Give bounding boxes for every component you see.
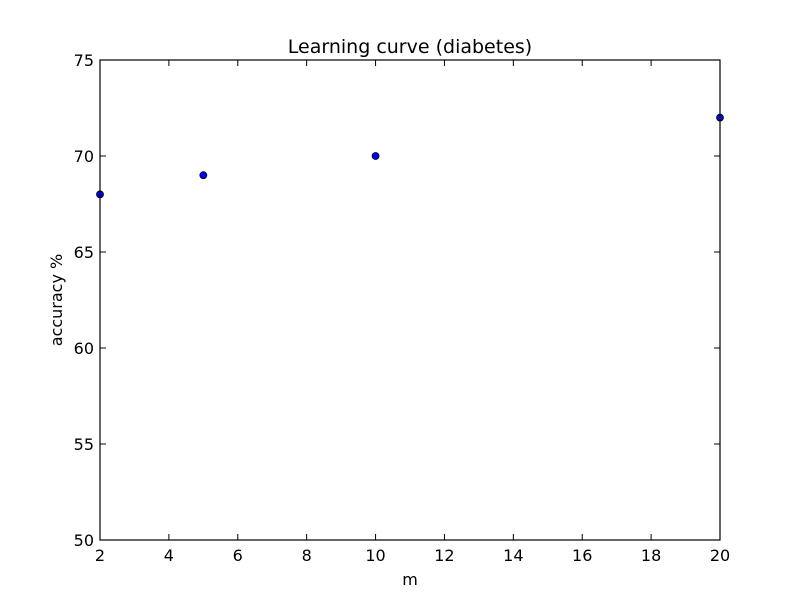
data-point xyxy=(371,152,380,160)
plot-frame xyxy=(99,59,721,541)
x-axis-label: m xyxy=(402,570,418,589)
y-axis-ticks: 50 55 60 65 70 75 xyxy=(74,51,720,550)
y-tick-label: 65 xyxy=(74,243,94,262)
y-tick-label: 75 xyxy=(74,51,94,70)
x-tick-label: 20 xyxy=(710,546,730,565)
x-axis-ticks: 2 4 6 8 10 12 14 16 18 20 xyxy=(95,60,730,565)
data-point xyxy=(199,171,208,180)
y-axis-label: accuracy % xyxy=(47,254,66,346)
x-tick-label: 6 xyxy=(233,546,243,565)
x-tick-label: 4 xyxy=(164,546,174,565)
y-tick-label: 70 xyxy=(74,147,94,166)
x-tick-label: 12 xyxy=(434,546,454,565)
y-tick-label: 50 xyxy=(74,531,94,550)
x-tick-label: 18 xyxy=(641,546,661,565)
y-tick-label: 60 xyxy=(74,339,94,358)
data-points xyxy=(96,113,724,199)
x-tick-label: 10 xyxy=(365,546,385,565)
y-tick-label: 55 xyxy=(74,435,94,454)
x-tick-label: 8 xyxy=(302,546,312,565)
x-tick-label: 14 xyxy=(503,546,523,565)
x-tick-label: 16 xyxy=(572,546,592,565)
chart-title: Learning curve (diabetes) xyxy=(288,36,532,58)
x-tick-label: 2 xyxy=(95,546,105,565)
